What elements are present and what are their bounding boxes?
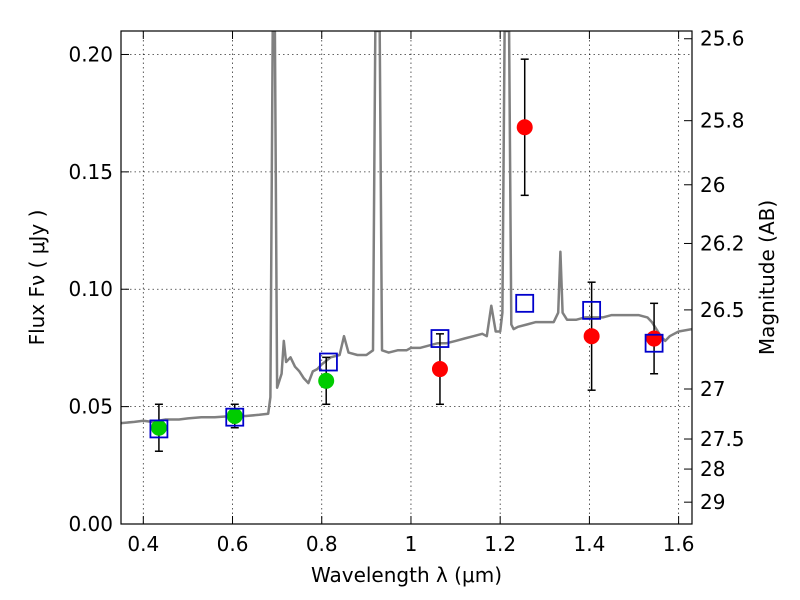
x-tick-label: 1 xyxy=(405,532,418,556)
model-flux-square xyxy=(319,352,338,372)
axes: 0.4 0.6 0.8 1 1.2 1.4 1.6 0.00 0.05 0.10 0.15 0.20 2… xyxy=(68,27,744,556)
x-tick-label: 1.4 xyxy=(573,532,605,556)
right-tick-label: 25.6 xyxy=(700,27,745,51)
right-tick-label: 26 xyxy=(700,173,725,197)
observed-point-red xyxy=(431,361,448,378)
data-points xyxy=(149,58,664,452)
right-tick-label: 26.5 xyxy=(700,298,745,322)
x-tick-label: 1.6 xyxy=(663,532,695,556)
observed-point-green xyxy=(318,372,335,389)
model-flux-square xyxy=(430,329,450,348)
model-flux-square xyxy=(149,419,169,439)
x-tick-label: 1.2 xyxy=(484,532,516,556)
right-tick-label: 28 xyxy=(700,457,725,481)
x-tick-label: 0.8 xyxy=(306,532,338,556)
right-tick-label: 27 xyxy=(700,377,725,401)
observed-point-red xyxy=(646,330,663,347)
right-tick-label: 29 xyxy=(700,490,725,514)
x-tick-label: 0.6 xyxy=(217,532,249,556)
observed-point-red xyxy=(516,119,533,136)
right-tick-label: 27.5 xyxy=(700,427,745,451)
right-tick-label: 25.8 xyxy=(700,109,745,133)
model-flux-square xyxy=(515,293,535,313)
spectrum-line xyxy=(121,31,692,425)
model-spectrum xyxy=(121,31,692,425)
plot-frame xyxy=(120,30,693,525)
model-flux-square xyxy=(225,407,245,427)
model-flux-square xyxy=(644,333,664,353)
observed-point-green xyxy=(226,408,243,425)
x-tick-label: 0.4 xyxy=(127,532,159,556)
observed-point-red xyxy=(583,328,600,345)
right-tick-label: 26.2 xyxy=(700,231,745,255)
observed-point-green xyxy=(150,419,167,436)
y-tick-label: 0.10 xyxy=(68,277,113,301)
y-tick-label: 0.20 xyxy=(68,42,113,66)
y-tick-label: 0.05 xyxy=(68,395,113,419)
grid-lines xyxy=(121,31,692,525)
x-axis-label: Wavelength λ (μm) xyxy=(311,563,502,587)
y-tick-label: 0.00 xyxy=(68,512,113,536)
y-tick-label: 0.15 xyxy=(68,160,113,184)
y-axis-right-label: Magnitude (AB) xyxy=(755,200,779,355)
y-axis-label: Flux Fν ( μJy ) xyxy=(25,210,49,346)
model-flux-square xyxy=(582,300,602,320)
axis-labels: Wavelength λ (μm) Flux Fν ( μJy ) Magnit… xyxy=(25,200,779,587)
